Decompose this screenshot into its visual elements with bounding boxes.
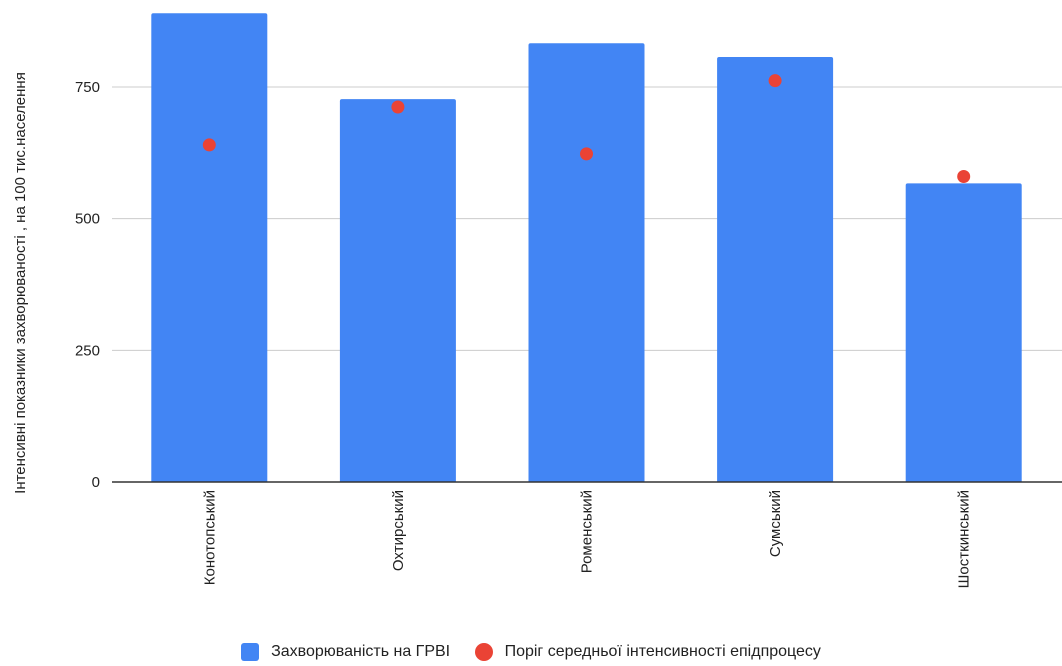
legend-item-bar: Захворюваність на ГРВІ bbox=[241, 643, 450, 661]
category-labels: Конотопський Охтирський Роменський Сумський… bbox=[201, 490, 972, 588]
legend-label-point: Поріг середньої інтенсивності епідпроцес… bbox=[504, 643, 821, 660]
point bbox=[957, 170, 971, 184]
category-label: Сумський bbox=[767, 490, 784, 557]
category-label: Шосткинський bbox=[956, 490, 973, 588]
category-label: Конотопський bbox=[201, 490, 218, 585]
y-tick-label: 750 bbox=[75, 79, 100, 96]
bar bbox=[905, 183, 1022, 482]
y-tick-label: 0 bbox=[92, 474, 100, 491]
y-tick-label: 250 bbox=[75, 342, 100, 359]
bars bbox=[151, 13, 1022, 483]
bar bbox=[528, 43, 645, 482]
y-tick-label: 500 bbox=[75, 211, 100, 228]
category-label: Охтирський bbox=[390, 490, 407, 571]
legend-label-bar: Захворюваність на ГРВІ bbox=[271, 643, 451, 660]
legend: Захворюваність на ГРВІ Поріг середньої і… bbox=[0, 643, 1062, 666]
legend-item-point: Поріг середньої інтенсивності епідпроцес… bbox=[474, 643, 821, 661]
y-axis-label: Інтенсивні показники захворюваності , на… bbox=[12, 72, 29, 494]
bar bbox=[339, 99, 456, 482]
legend-point-swatch bbox=[474, 643, 493, 661]
category-label: Роменський bbox=[579, 490, 596, 573]
points bbox=[202, 74, 971, 184]
bar bbox=[151, 13, 268, 483]
point bbox=[391, 100, 405, 114]
point bbox=[202, 138, 216, 152]
legend-bar-swatch bbox=[241, 643, 260, 661]
bar bbox=[717, 56, 834, 482]
point bbox=[580, 147, 593, 161]
point bbox=[768, 74, 782, 88]
y-tick-labels: 0 250 500 750 bbox=[75, 79, 100, 491]
